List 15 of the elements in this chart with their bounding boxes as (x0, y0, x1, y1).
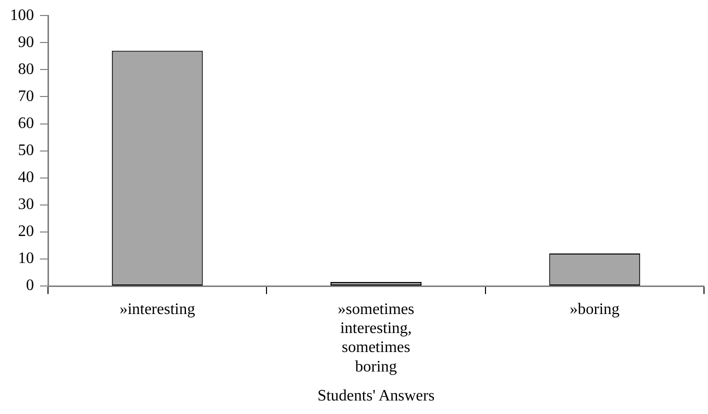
y-tick-label: 40 (18, 169, 34, 186)
y-tick-label: 10 (18, 250, 34, 268)
y-tick-label: 100 (10, 6, 34, 24)
y-tick-label: 80 (18, 60, 34, 78)
y-tick-label: 70 (18, 88, 34, 105)
x-axis-title: Students' Answers (317, 388, 435, 405)
y-tick-label: 60 (18, 114, 34, 132)
y-tick-label: 0 (26, 277, 34, 294)
y-tick-label: 90 (18, 34, 34, 51)
y-tick-label: 30 (18, 196, 34, 214)
x-tick-label: »interesting (120, 300, 196, 318)
x-tick-label: »boring (570, 300, 620, 318)
y-tick-label: 20 (18, 223, 34, 240)
y-tick-label: 50 (18, 142, 34, 160)
x-tick-label: »sometimes interesting, sometimes boring (338, 300, 414, 376)
